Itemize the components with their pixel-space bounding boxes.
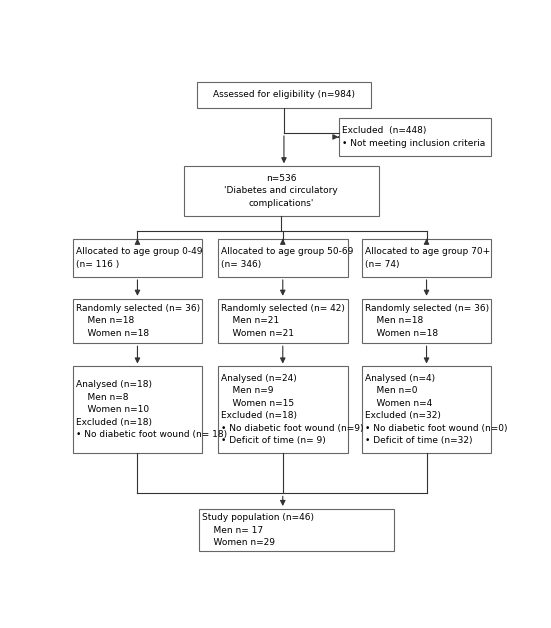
Bar (73, 239, 202, 277)
Text: Analysed (n=18)
    Men n=8
    Women n=10
Excluded (n=18)
• No diabetic foot wo: Analysed (n=18) Men n=8 Women n=10 Exclu… (76, 380, 227, 439)
Text: n=536
'Diabetes and circulatory
complications': n=536 'Diabetes and circulatory complica… (224, 174, 338, 208)
Text: Study population (n=46)
    Men n= 17
    Women n=29: Study population (n=46) Men n= 17 Women … (202, 513, 314, 547)
Text: Analysed (n=4)
    Men n=0
    Women n=4
Excluded (n=32)
• No diabetic foot woun: Analysed (n=4) Men n=0 Women n=4 Exclude… (365, 374, 507, 445)
Text: Assessed for eligibility (n=984): Assessed for eligibility (n=984) (213, 90, 355, 99)
Text: Randomly selected (n= 36)
    Men n=18
    Women n=18: Randomly selected (n= 36) Men n=18 Women… (365, 304, 489, 338)
Text: Randomly selected (n= 36)
    Men n=18
    Women n=18: Randomly selected (n= 36) Men n=18 Women… (76, 304, 200, 338)
Bar (362, 366, 491, 453)
Bar (183, 166, 379, 215)
Bar (218, 366, 348, 453)
Text: Analysed (n=24)
    Men n=9
    Women n=15
Excluded (n=18)
• No diabetic foot wo: Analysed (n=24) Men n=9 Women n=15 Exclu… (221, 374, 363, 445)
Text: Allocated to age group 70+
(n= 74): Allocated to age group 70+ (n= 74) (365, 247, 490, 269)
Text: Allocated to age group 0-49
(n= 116 ): Allocated to age group 0-49 (n= 116 ) (76, 247, 202, 269)
Bar (197, 82, 371, 107)
Bar (73, 366, 202, 453)
Bar (362, 299, 491, 344)
Bar (338, 117, 491, 156)
Text: Allocated to age group 50-69
(n= 346): Allocated to age group 50-69 (n= 346) (221, 247, 353, 269)
Text: Excluded  (n=448)
• Not meeting inclusion criteria: Excluded (n=448) • Not meeting inclusion… (342, 126, 485, 148)
Bar (218, 239, 348, 277)
Text: Randomly selected (n= 42)
    Men n=21
    Women n=21: Randomly selected (n= 42) Men n=21 Women… (221, 304, 344, 338)
Bar (218, 299, 348, 344)
Bar (73, 299, 202, 344)
Bar (199, 509, 395, 551)
Bar (362, 239, 491, 277)
